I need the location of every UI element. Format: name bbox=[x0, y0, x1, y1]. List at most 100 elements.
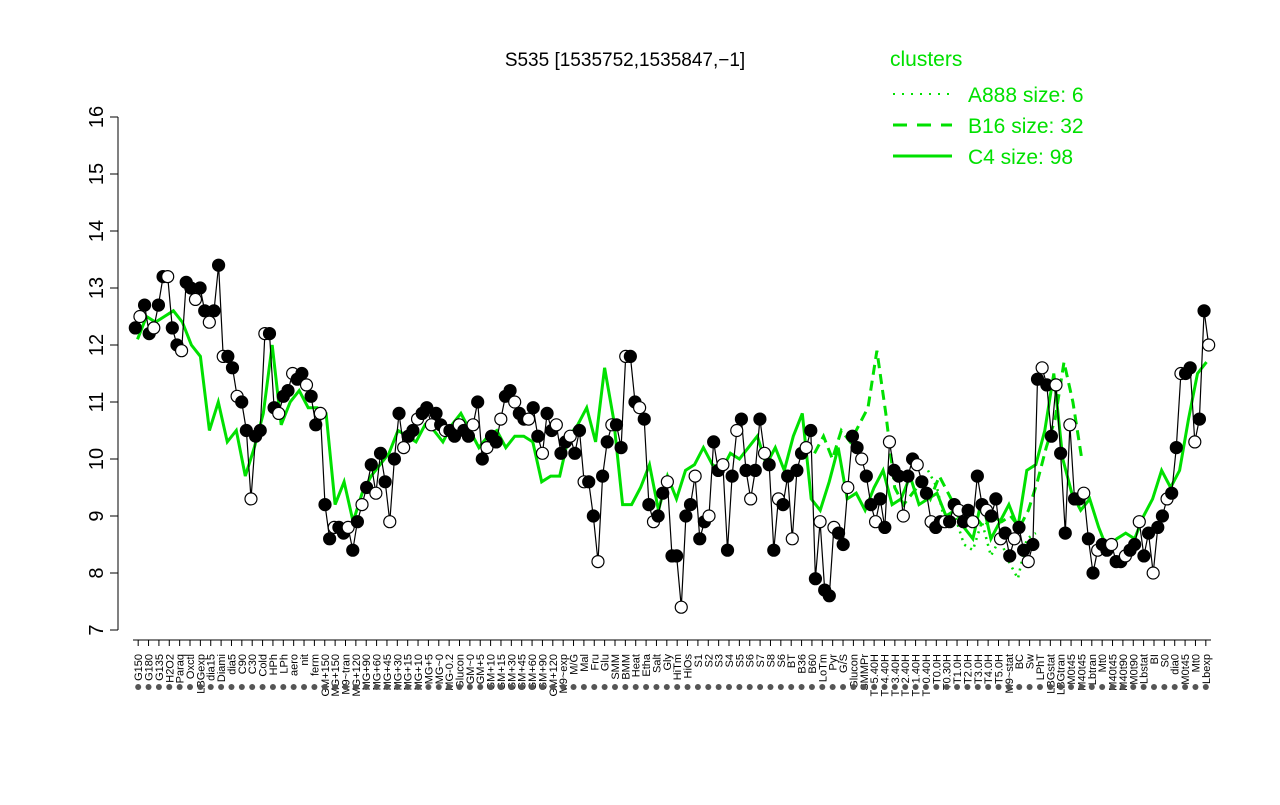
data-point bbox=[734, 412, 748, 426]
sample-marker bbox=[415, 684, 422, 690]
data-point bbox=[614, 441, 628, 455]
x-tick-label: Salt bbox=[651, 654, 663, 673]
data-point bbox=[748, 463, 762, 477]
data-point bbox=[461, 429, 476, 443]
x-tick-label: Lbexp bbox=[1201, 654, 1213, 684]
sample-marker bbox=[311, 684, 318, 690]
data-point bbox=[720, 543, 735, 557]
x-tick-label: M0t90 bbox=[1128, 654, 1140, 685]
data-point bbox=[128, 321, 142, 335]
x-tick-label: Glucon bbox=[848, 654, 860, 689]
data-point bbox=[1058, 526, 1072, 540]
x-tick-label: BC bbox=[1014, 654, 1026, 669]
data-point bbox=[174, 344, 189, 358]
sample-marker bbox=[228, 684, 235, 690]
sample-marker bbox=[694, 684, 701, 690]
data-point bbox=[165, 321, 179, 335]
data-point bbox=[549, 418, 563, 432]
sample-marker bbox=[207, 684, 214, 690]
data-point bbox=[1169, 441, 1183, 455]
data-point bbox=[1044, 429, 1058, 443]
sample-marker bbox=[373, 684, 380, 690]
sample-marker bbox=[1202, 684, 1209, 690]
data-point bbox=[1165, 486, 1179, 500]
x-tick-label: GM+90 bbox=[537, 654, 549, 690]
x-tick-label: M9~stat bbox=[1004, 654, 1016, 693]
sample-marker bbox=[1078, 684, 1085, 690]
data-point bbox=[346, 543, 360, 557]
sample-marker bbox=[860, 684, 867, 690]
data-point bbox=[323, 532, 337, 546]
data-point bbox=[1035, 361, 1049, 375]
y-tick-label: 13 bbox=[86, 277, 108, 299]
x-tick-label: Paraq bbox=[175, 654, 187, 683]
data-point bbox=[776, 498, 790, 512]
data-point bbox=[281, 384, 295, 398]
x-tick-label: MG+45 bbox=[382, 654, 394, 690]
x-tick-label: Mt0 bbox=[1190, 654, 1202, 672]
x-tick-label: Glucon bbox=[455, 654, 467, 689]
sample-marker bbox=[1192, 684, 1199, 690]
sample-marker bbox=[601, 684, 608, 690]
sample-marker bbox=[840, 684, 847, 690]
data-point bbox=[1003, 549, 1017, 563]
data-point bbox=[521, 412, 536, 426]
x-tick-label: Diami bbox=[216, 654, 228, 682]
x-tick-label: BT bbox=[786, 654, 798, 668]
y-tick-label: 15 bbox=[86, 163, 108, 185]
sample-marker bbox=[1005, 684, 1012, 690]
sample-marker bbox=[1068, 684, 1075, 690]
sample-marker bbox=[850, 684, 857, 690]
data-point bbox=[716, 458, 730, 472]
data-point bbox=[730, 423, 744, 438]
data-point bbox=[137, 298, 152, 312]
x-tick-label: Lbstat bbox=[1139, 654, 1151, 684]
x-tick-label: nit bbox=[299, 654, 311, 666]
data-point bbox=[554, 446, 568, 460]
data-point bbox=[355, 498, 369, 512]
sample-marker bbox=[1109, 684, 1116, 690]
sample-marker bbox=[342, 684, 349, 690]
sample-marker bbox=[632, 684, 639, 690]
x-tick-label: MG+15 bbox=[403, 654, 415, 690]
sample-marker bbox=[1140, 684, 1147, 690]
sample-marker bbox=[466, 684, 473, 690]
data-point bbox=[244, 492, 258, 506]
data-point bbox=[193, 281, 207, 295]
sample-marker bbox=[777, 684, 784, 690]
data-point bbox=[221, 349, 235, 363]
data-point bbox=[225, 361, 240, 375]
legend-entry-a888: A888 size: 6 bbox=[968, 84, 1084, 107]
x-tick-label: Fru bbox=[589, 654, 601, 671]
x-tick-label: G180 bbox=[144, 654, 156, 681]
sample-marker bbox=[363, 684, 370, 690]
sample-marker bbox=[767, 684, 774, 690]
sample-marker bbox=[1150, 684, 1157, 690]
data-point bbox=[855, 452, 869, 466]
sample-marker bbox=[549, 684, 556, 690]
x-tick-label: S3 bbox=[714, 654, 726, 667]
data-point bbox=[406, 423, 420, 438]
sample-marker bbox=[757, 684, 764, 690]
x-tick-label: Mt0 bbox=[1097, 654, 1109, 672]
data-point bbox=[813, 515, 827, 529]
sample-marker bbox=[674, 684, 681, 690]
sample-marker bbox=[663, 684, 670, 690]
data-point bbox=[1063, 418, 1077, 432]
sample-marker bbox=[383, 684, 390, 690]
sample-marker bbox=[736, 684, 743, 690]
sample-marker bbox=[715, 684, 722, 690]
sample-marker bbox=[611, 684, 618, 690]
sample-marker bbox=[1057, 684, 1064, 690]
data-point bbox=[582, 475, 596, 489]
data-point bbox=[1151, 520, 1165, 535]
sample-marker bbox=[249, 684, 256, 690]
sample-marker bbox=[280, 684, 287, 690]
sample-marker bbox=[922, 684, 929, 690]
sample-marker bbox=[301, 684, 308, 690]
x-tick-label: MG-0.2 bbox=[444, 654, 456, 691]
data-point bbox=[1054, 446, 1068, 460]
sample-marker bbox=[788, 684, 795, 690]
sample-marker bbox=[394, 684, 401, 690]
sample-marker bbox=[518, 684, 525, 690]
